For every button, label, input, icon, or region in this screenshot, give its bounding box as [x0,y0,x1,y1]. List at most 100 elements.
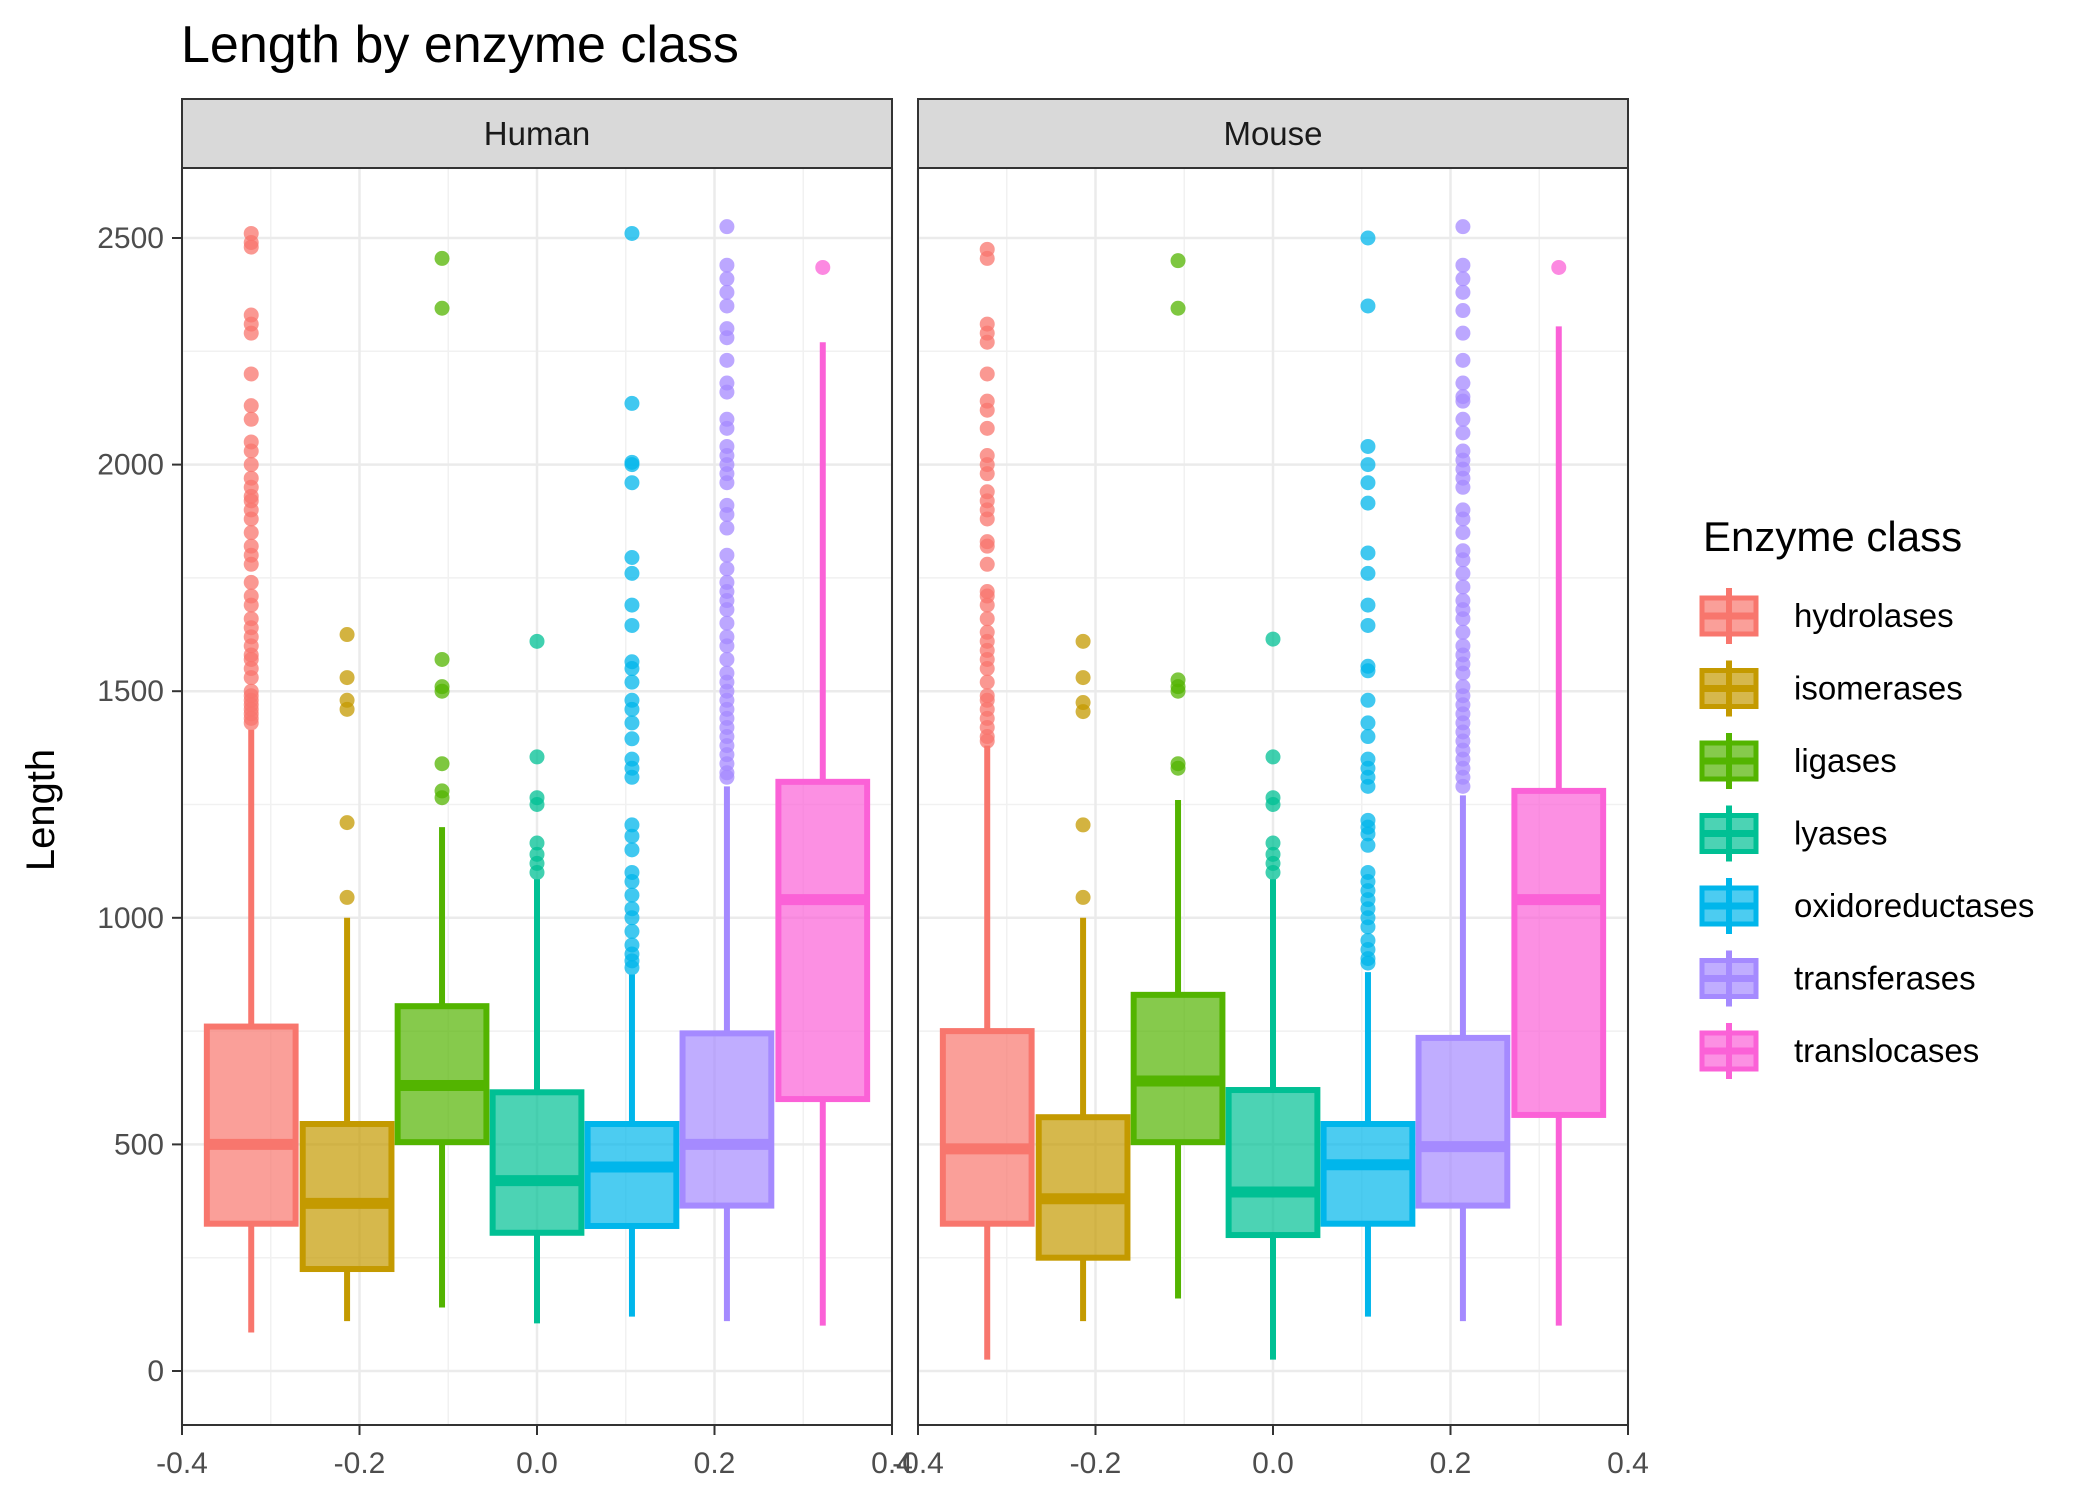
legend-label: isomerases [1794,670,1963,707]
outlier-point [339,627,355,643]
outlier-point [624,887,640,903]
outlier-point [529,864,545,880]
x-tick-label: -0.2 [334,1447,386,1480]
outlier-point [624,661,640,677]
outlier-point [243,597,259,613]
legend-item-lyases: lyases [1699,805,1888,862]
outlier-point [1455,284,1471,300]
outlier-point [624,457,640,473]
outlier-point [434,651,450,667]
outlier-point [1075,633,1091,649]
outlier-point [1170,253,1186,269]
outlier-point [434,250,450,266]
outlier-point [1075,817,1091,833]
outlier-point [1360,826,1376,842]
outlier-point [624,565,640,581]
outlier-point [1455,511,1471,527]
legend-item-transferases: transferases [1699,950,1976,1007]
outlier-point [243,325,259,341]
outlier-point [1360,729,1376,745]
outlier-point [1360,778,1376,794]
outlier-point [719,638,735,654]
outlier-point [719,330,735,346]
outlier-point [719,520,735,536]
outlier-point [624,674,640,690]
x-tick-label: 0.0 [1252,1447,1294,1480]
outlier-point [815,259,831,275]
legend-item-ligases: ligases [1699,733,1897,789]
outlier-point [1455,411,1471,427]
outlier-point [979,366,995,382]
outlier-point [434,790,450,806]
y-tick-label: 1000 [97,902,164,935]
outlier-point [1360,565,1376,581]
legend-item-isomerases: isomerases [1699,660,1963,717]
outlier-point [624,817,640,833]
facet-strip-label: Human [484,115,590,152]
outlier-point [719,420,735,436]
outlier-point [1455,579,1471,595]
legend-item-translocases: translocases [1699,1023,1979,1079]
box-hydrolases [203,225,299,1333]
panel-mouse: Mouse -0.4 -0.2 0.0 0.2 0.4 [892,98,1649,1480]
outlier-point [1455,352,1471,368]
legend-label: translocases [1794,1032,1979,1069]
outlier-point [1360,919,1376,935]
outlier-point [434,683,450,699]
legend-item-hydrolases: hydrolases [1699,588,1954,644]
outlier-point [243,398,259,414]
outlier-point [1360,663,1376,679]
outlier-point [1075,704,1091,720]
outlier-point [243,239,259,255]
outlier-point [719,298,735,314]
outlier-point [339,815,355,831]
outlier-point [624,597,640,613]
outlier-point [719,506,735,522]
outlier-point [1455,665,1471,681]
x-tick-label: -0.4 [892,1447,944,1480]
outlier-point [1455,425,1471,441]
outlier-point [719,219,735,235]
box-lyases [1225,631,1321,1360]
box-iqr [1130,991,1226,1146]
outlier-point [1170,683,1186,699]
box-iqr [489,1089,585,1236]
y-tick-label: 0 [147,1355,164,1388]
x-tick-label: 0.4 [1607,1447,1649,1480]
outlier-point [1455,479,1471,495]
outlier-point [1455,325,1471,341]
outlier-point [243,411,259,427]
outlier-point [719,352,735,368]
outlier-point [624,842,640,858]
legend-label: ligases [1794,742,1897,779]
outlier-point [624,960,640,976]
outlier-point [1170,300,1186,316]
x-tick-label: 0.4 [871,1447,913,1480]
y-axis: 0 500 1000 1500 2000 2500 [97,222,182,1388]
legend: hydrolases isomerases ligases lyases oxidore… [1699,588,2034,1079]
outlier-point [979,334,995,350]
x-tick-label: 0.2 [694,1447,736,1480]
outlier-point [1455,271,1471,287]
outlier-point [624,874,640,890]
box-translocases [1511,259,1607,1326]
box-translocases [775,259,871,1326]
outlier-point [1455,565,1471,581]
outlier-point [979,402,995,418]
outlier-point [1455,611,1471,627]
box-transferases [1415,219,1511,1322]
outlier-point [243,443,259,459]
box-iqr [775,778,871,1103]
outlier-point [979,466,995,482]
box-isomerases [1035,633,1131,1322]
legend-label: hydrolases [1794,597,1954,634]
outlier-point [1265,631,1281,647]
outlier-point [979,597,995,613]
box-transferases [679,219,775,1322]
outlier-point [624,910,640,926]
outlier-point [624,715,640,731]
outlier-point [624,828,640,844]
outlier-point [1455,219,1471,235]
outlier-point [1455,303,1471,319]
box-ligases [1130,253,1226,1299]
